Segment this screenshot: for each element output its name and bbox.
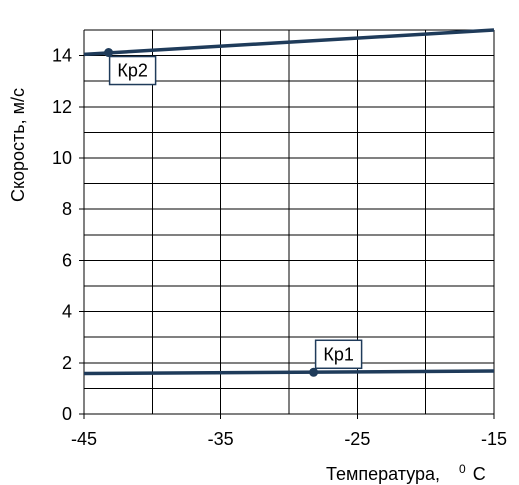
y-tick-label: 14 xyxy=(52,46,72,66)
data-point-2 xyxy=(104,48,114,58)
y-tick-label: 6 xyxy=(62,250,72,270)
x-tick-label: -35 xyxy=(208,429,234,449)
x-tick-label: -45 xyxy=(71,429,97,449)
series-line-1 xyxy=(83,369,495,376)
x-axis-title: Температура, 0 C xyxy=(326,457,486,484)
point-label-box xyxy=(108,55,157,86)
x-axis-title-unit: C xyxy=(473,464,486,484)
axis-titles: Скорость, м/с Температура, 0 C xyxy=(8,88,486,484)
y-tick-label: 4 xyxy=(62,302,72,322)
point-label-1: Кр1 xyxy=(314,339,363,370)
series-line-2 xyxy=(83,28,495,57)
y-axis-title: Скорость, м/с xyxy=(8,88,28,202)
y-tick-label: 8 xyxy=(62,199,72,219)
x-tick-label: -25 xyxy=(344,429,370,449)
data-points: Кр1 Кр2 xyxy=(104,48,363,377)
series-lines xyxy=(83,28,495,376)
point-label-2: Кр2 xyxy=(108,55,157,86)
y-tick-label: 12 xyxy=(52,97,72,117)
y-tick-label: 10 xyxy=(52,148,72,168)
y-tick-label: 2 xyxy=(62,353,72,373)
data-point-1 xyxy=(309,367,319,377)
tick-labels: 0 2 4 6 8 10 12 14 -45 -35 -25 -15 xyxy=(52,46,507,449)
y-tick-label: 0 xyxy=(62,404,72,424)
point-label-text: Кр1 xyxy=(323,344,354,364)
point-label-text: Кр2 xyxy=(117,61,148,81)
x-tick-label: -15 xyxy=(481,429,507,449)
point-label-box xyxy=(314,339,363,370)
x-axis-title-superscript: 0 xyxy=(459,462,466,476)
grid-lines xyxy=(79,29,495,419)
x-axis-title-main: Температура, xyxy=(326,464,440,484)
